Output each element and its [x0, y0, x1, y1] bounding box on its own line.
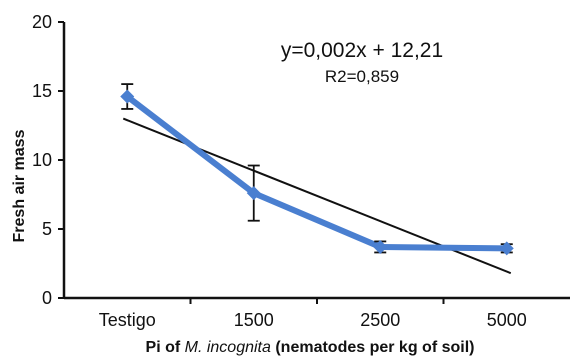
data-point [499, 241, 514, 256]
trendline-equation: y=0,002x + 12,21 [281, 39, 443, 62]
x-axis-title-prefix: Pi of [146, 339, 185, 356]
x-tick-label: 1500 [234, 310, 274, 330]
y-tick-label: 0 [42, 288, 52, 308]
x-tick-label: 5000 [487, 310, 527, 330]
data-point [373, 239, 388, 254]
trendline-r2: R2=0,859 [325, 67, 399, 86]
x-axis-title: Pi of M. incognita (nematodes per kg of … [146, 339, 475, 356]
y-tick-label: 10 [32, 150, 52, 170]
series-line [124, 93, 510, 252]
y-ticks: 0 5 10 15 20 [32, 12, 64, 308]
x-tick-label: Testigo [99, 310, 156, 330]
data-point [120, 89, 135, 104]
data-point [246, 186, 261, 201]
series-layer [120, 83, 514, 256]
x-axis-title-suffix: (nematodes per kg of soil) [271, 339, 475, 356]
y-tick-label: 15 [32, 81, 52, 101]
x-ticks: Testigo 1500 2500 5000 [99, 298, 527, 330]
x-tick-label: 2500 [360, 310, 400, 330]
y-axis-title: Fresh air mass [11, 129, 28, 242]
y-tick-label: 20 [32, 12, 52, 32]
x-axis-title-species: M. incognita [185, 339, 271, 356]
y-tick-label: 5 [42, 219, 52, 239]
